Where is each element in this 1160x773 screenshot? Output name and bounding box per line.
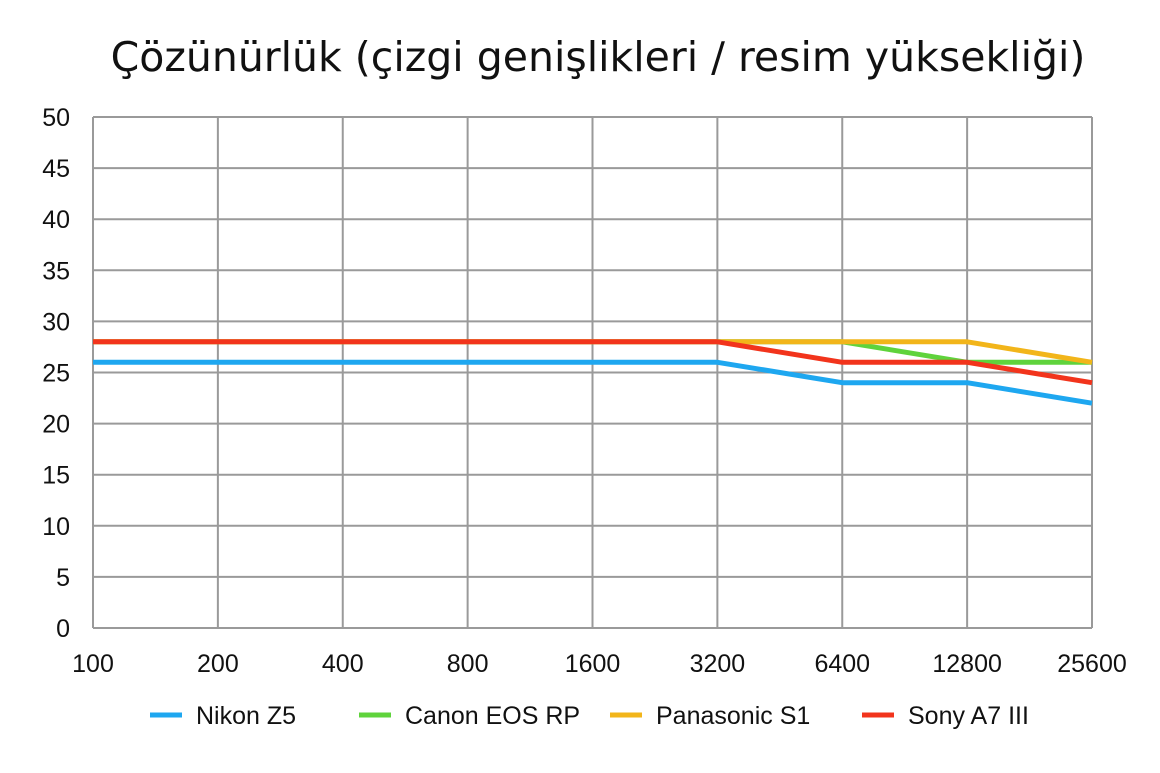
legend-label: Canon EOS RP (405, 702, 580, 730)
y-tick-label: 30 (42, 308, 70, 336)
legend-item: Nikon Z5 (150, 702, 296, 730)
x-tick-label: 800 (447, 650, 489, 678)
legend-label: Sony A7 III (908, 702, 1029, 730)
legend: Nikon Z5 Canon EOS RP Panasonic S1 Sony A7 … (150, 702, 1029, 730)
y-tick-label: 35 (42, 257, 70, 285)
x-tick-label: 1600 (565, 650, 621, 678)
legend-item: Panasonic S1 (610, 702, 810, 730)
x-tick-label: 3200 (690, 650, 746, 678)
y-axis-ticks: 0 5 10 15 20 25 30 35 40 45 50 (42, 104, 70, 643)
x-tick-label: 12800 (932, 650, 1002, 678)
x-tick-label: 100 (72, 650, 114, 678)
series-line-sony-a7-iii (93, 339, 1093, 386)
x-tick-label: 6400 (814, 650, 870, 678)
y-tick-label: 0 (56, 615, 70, 643)
legend-item: Sony A7 III (862, 702, 1029, 730)
y-tick-label: 45 (42, 155, 70, 183)
grid-lines (92, 116, 1093, 629)
y-tick-label: 5 (56, 564, 70, 592)
y-tick-label: 10 (42, 513, 70, 541)
y-tick-label: 50 (42, 104, 70, 132)
x-tick-label: 200 (197, 650, 239, 678)
y-tick-label: 25 (42, 360, 70, 388)
y-tick-label: 40 (42, 206, 70, 234)
x-tick-label: 400 (322, 650, 364, 678)
y-tick-label: 20 (42, 411, 70, 439)
x-axis-ticks: 100 200 400 800 1600 3200 6400 12800 25600 (72, 650, 1127, 678)
series-lines (93, 339, 1093, 406)
legend-label: Panasonic S1 (656, 702, 810, 730)
x-tick-label: 25600 (1057, 650, 1127, 678)
legend-label: Nikon Z5 (196, 702, 296, 730)
legend-item: Canon EOS RP (359, 702, 580, 730)
y-tick-label: 15 (42, 462, 70, 490)
series-line-nikon-z5 (93, 359, 1093, 406)
chart-title: Çözünürlük (çizgi genişlikleri / resim y… (111, 33, 1086, 81)
